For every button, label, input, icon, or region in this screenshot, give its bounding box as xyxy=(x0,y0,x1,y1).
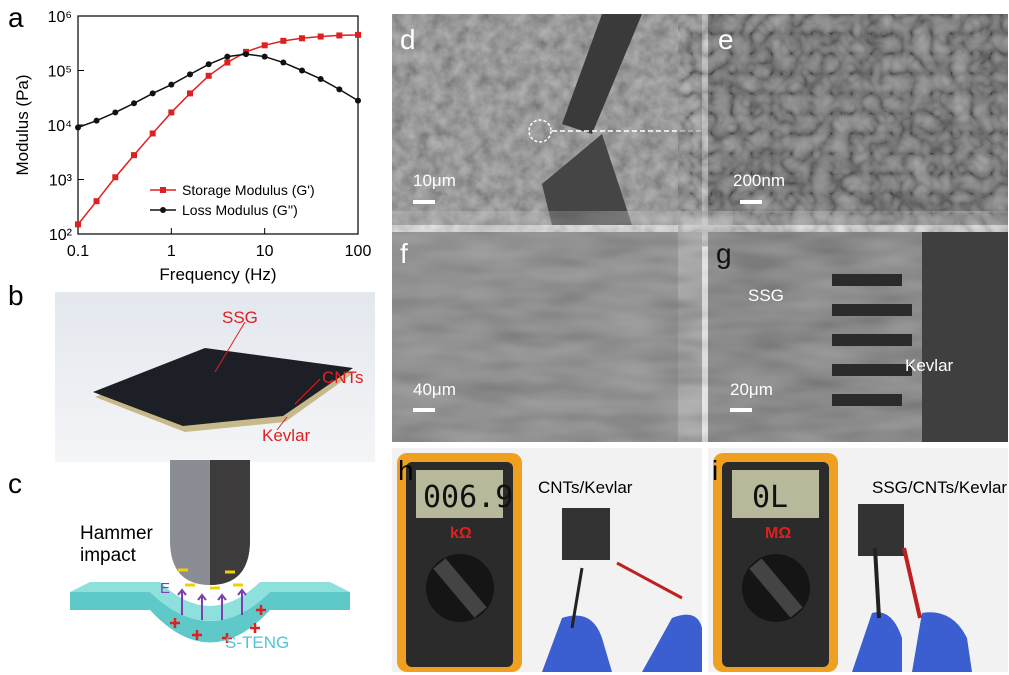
data-point xyxy=(318,76,324,82)
data-point xyxy=(150,90,156,96)
panel-letter: i xyxy=(712,455,718,487)
panel-letter: h xyxy=(398,455,414,487)
x-tick-label: 0.1 xyxy=(67,243,89,260)
data-point xyxy=(243,51,249,57)
data-point xyxy=(280,38,286,44)
sem-images xyxy=(392,14,1008,442)
data-point xyxy=(150,130,156,136)
data-point xyxy=(75,221,81,227)
label-ssg: SSG xyxy=(748,286,784,306)
data-point xyxy=(262,54,268,60)
y-axis-title: Modulus (Pa) xyxy=(13,74,32,175)
legend-label: Loss Modulus (G'') xyxy=(182,202,298,218)
data-point xyxy=(168,109,174,115)
data-point xyxy=(355,98,361,104)
data-point xyxy=(187,90,193,96)
data-point xyxy=(280,60,286,66)
sample-label: SSG/CNTs/Kevlar xyxy=(872,478,1007,498)
data-point xyxy=(131,152,137,158)
data-point xyxy=(94,118,100,124)
panel-letter: a xyxy=(8,2,24,34)
legend-label: Storage Modulus (G') xyxy=(182,182,315,198)
scale-label: 200nm xyxy=(733,171,785,191)
label-device: S-TENG xyxy=(225,633,289,653)
y-tick-label: 10³ xyxy=(49,173,73,190)
display-reading: 0L xyxy=(752,480,788,515)
chart: 0.1 1 10 100 10² 10³ 10⁴ 10⁵ 10⁶ Frequency (Hz) Mo… xyxy=(0,0,380,290)
label-field: E xyxy=(160,580,170,597)
data-point xyxy=(94,198,100,204)
data-point xyxy=(224,60,230,66)
x-tick-label: 1 xyxy=(167,243,176,260)
data-point xyxy=(206,73,212,79)
series-line xyxy=(78,54,358,127)
y-tick-label: 10⁶ xyxy=(48,9,72,26)
data-point xyxy=(262,42,268,48)
y-tick-label: 10² xyxy=(49,227,73,244)
data-point xyxy=(112,174,118,180)
y-tick-label: 10⁵ xyxy=(48,64,72,81)
data-point xyxy=(187,71,193,77)
scale-label: 20μm xyxy=(730,380,773,400)
data-point xyxy=(112,109,118,115)
x-tick-label: 10 xyxy=(256,243,274,260)
scale-label: 40μm xyxy=(413,380,456,400)
x-axis-title: Frequency (Hz) xyxy=(159,265,276,284)
legend-marker xyxy=(160,187,166,193)
data-point xyxy=(168,82,174,88)
x-tick-label: 100 xyxy=(345,243,372,260)
panel-letter: g xyxy=(716,238,732,270)
data-point xyxy=(131,100,137,106)
data-point xyxy=(299,68,305,74)
panel-letter: b xyxy=(8,280,24,312)
data-point xyxy=(336,86,342,92)
panel-letter: c xyxy=(8,468,22,500)
display-unit: MΩ xyxy=(765,525,791,543)
data-point xyxy=(299,35,305,41)
sample-label: CNTs/Kevlar xyxy=(538,478,632,498)
panel-letter: e xyxy=(718,24,734,56)
label-ssg: SSG xyxy=(222,308,258,328)
label-cnts: CNTs xyxy=(322,368,364,388)
data-point xyxy=(75,124,81,130)
label-kevlar: Kevlar xyxy=(262,426,310,446)
legend-marker xyxy=(160,207,166,213)
figure: 0.1 1 10 100 10² 10³ 10⁴ 10⁵ 10⁶ Frequency (Hz) Mo… xyxy=(0,0,1009,675)
panel-letter: f xyxy=(400,238,408,270)
data-point xyxy=(355,32,361,38)
data-point xyxy=(318,34,324,40)
data-point xyxy=(206,61,212,67)
display-reading: 006.9 xyxy=(423,480,513,515)
panel-letter: d xyxy=(400,24,416,56)
label-kevlar: Kevlar xyxy=(905,356,953,376)
data-point xyxy=(336,32,342,38)
data-point xyxy=(224,54,230,60)
y-tick-label: 10⁴ xyxy=(47,118,72,135)
label-hammer: Hammer impact xyxy=(80,523,160,567)
scale-label: 10μm xyxy=(413,171,456,191)
display-unit: kΩ xyxy=(450,525,472,543)
